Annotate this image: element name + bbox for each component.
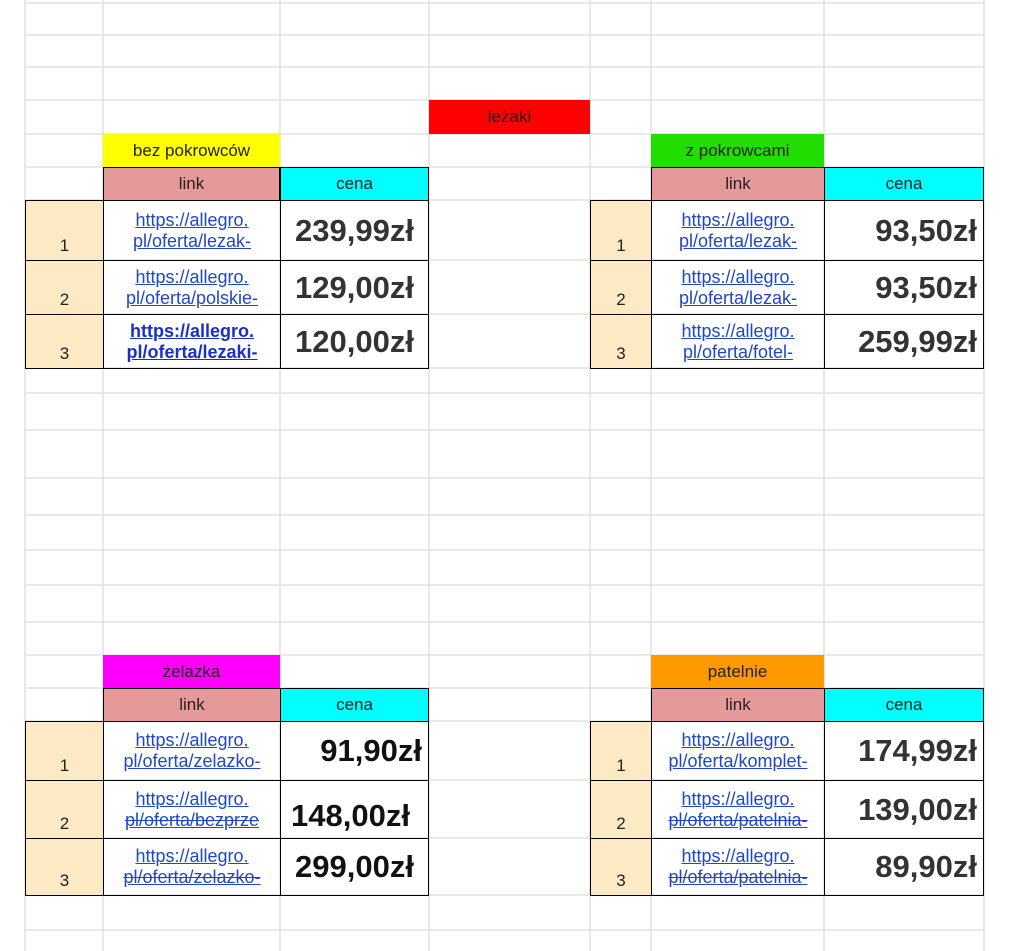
price-cell[interactable]: 91,90zł <box>280 721 429 781</box>
offer-link[interactable]: https://allegro. pl/oferta/bezprze <box>103 780 281 839</box>
link-line-2[interactable]: pl/oferta/zelazko- <box>123 867 261 887</box>
cena-column-header[interactable]: cena <box>824 167 984 201</box>
cena-column-header[interactable]: cena <box>280 167 429 201</box>
price-cell[interactable]: 89,90zł <box>824 838 984 896</box>
link-line-1[interactable]: https://allegro. <box>681 209 795 230</box>
row-number[interactable]: 3 <box>25 314 104 369</box>
row-number[interactable]: 1 <box>25 721 104 781</box>
price-cell[interactable]: 174,99zł <box>824 721 984 781</box>
price-cell[interactable]: 148,00zł <box>280 780 429 839</box>
link-column-header[interactable]: link <box>103 688 281 722</box>
link-line-2[interactable]: pl/oferta/bezprze <box>124 809 260 830</box>
link-line-1[interactable]: https://allegro. <box>135 209 249 230</box>
link-line-1[interactable]: https://allegro. <box>681 788 795 809</box>
offer-link[interactable]: https://allegro. pl/oferta/patelnia- <box>651 838 825 896</box>
link-line-2[interactable]: pl/oferta/lezak- <box>132 230 252 251</box>
main-title-lezaki[interactable]: leżaki <box>429 100 590 134</box>
link-line-2[interactable]: pl/oferta/zelazko- <box>123 751 261 771</box>
link-line-2[interactable]: pl/oferta/komplet- <box>668 751 808 771</box>
offer-link[interactable]: https://allegro. pl/oferta/lezaki- <box>103 314 281 369</box>
row-number[interactable]: 1 <box>25 200 104 261</box>
link-line-2[interactable]: pl/oferta/fotel- <box>682 341 794 362</box>
row-number[interactable]: 1 <box>590 200 652 261</box>
link-line-2[interactable]: pl/oferta/lezak- <box>678 287 798 308</box>
offer-link[interactable]: https://allegro. pl/oferta/lezak- <box>651 200 825 261</box>
offer-link[interactable]: https://allegro. pl/oferta/polskie- <box>103 260 281 315</box>
link-line-1[interactable]: https://allegro. <box>681 846 795 866</box>
link-line-1[interactable]: https://allegro. <box>135 846 249 866</box>
link-line-1[interactable]: https://allegro. <box>681 320 795 341</box>
link-line-2[interactable]: pl/oferta/polskie- <box>125 287 259 308</box>
row-number[interactable]: 2 <box>25 780 104 839</box>
link-column-header[interactable]: link <box>103 167 280 201</box>
link-line-2[interactable]: pl/oferta/patelnia- <box>668 809 808 830</box>
offer-link[interactable]: https://allegro. pl/oferta/komplet- <box>651 721 825 781</box>
row-number[interactable]: 2 <box>590 260 652 315</box>
offer-link[interactable]: https://allegro. pl/oferta/zelazko- <box>103 838 281 896</box>
price-cell[interactable]: 239,99zł <box>280 200 429 261</box>
link-line-1[interactable]: https://allegro. <box>135 266 249 287</box>
table-title-zelazka[interactable]: żelazka <box>103 655 280 688</box>
offer-link[interactable]: https://allegro. pl/oferta/lezak- <box>103 200 281 261</box>
offer-link[interactable]: https://allegro. pl/oferta/patelnia- <box>651 780 825 839</box>
price-cell[interactable]: 93,50zł <box>824 260 984 315</box>
price-cell[interactable]: 139,00zł <box>824 780 984 839</box>
link-line-1[interactable]: https://allegro. <box>129 320 254 341</box>
row-number[interactable]: 2 <box>590 780 652 839</box>
price-cell[interactable]: 299,00zł <box>280 838 429 896</box>
row-number[interactable]: 2 <box>25 260 104 315</box>
table-title-z-pokrowcami[interactable]: z pokrowcami <box>651 134 824 167</box>
cena-column-header[interactable]: cena <box>824 688 984 722</box>
link-line-1[interactable]: https://allegro. <box>681 730 795 750</box>
link-line-2[interactable]: pl/oferta/lezaki- <box>126 341 258 362</box>
link-column-header[interactable]: link <box>651 688 825 722</box>
link-line-1[interactable]: https://allegro. <box>135 730 249 750</box>
offer-link[interactable]: https://allegro. pl/oferta/fotel- <box>651 314 825 369</box>
price-cell[interactable]: 129,00zł <box>280 260 429 315</box>
table-title-bez-pokrowcow[interactable]: bez pokrowców <box>103 134 280 167</box>
row-number[interactable]: 3 <box>590 314 652 369</box>
link-column-header[interactable]: link <box>651 167 825 201</box>
link-line-1[interactable]: https://allegro. <box>681 266 795 287</box>
offer-link[interactable]: https://allegro. pl/oferta/lezak- <box>651 260 825 315</box>
row-number[interactable]: 1 <box>590 721 652 781</box>
link-line-1[interactable]: https://allegro. <box>135 788 249 809</box>
cena-column-header[interactable]: cena <box>280 688 429 722</box>
table-title-patelnie[interactable]: patelnie <box>651 655 824 688</box>
price-cell[interactable]: 120,00zł <box>280 314 429 369</box>
price-cell[interactable]: 93,50zł <box>824 200 984 261</box>
link-line-2[interactable]: pl/oferta/patelnia- <box>668 867 808 887</box>
link-line-2[interactable]: pl/oferta/lezak- <box>678 230 798 251</box>
price-cell[interactable]: 259,99zł <box>824 314 984 369</box>
row-number[interactable]: 3 <box>590 838 652 896</box>
row-number[interactable]: 3 <box>25 838 104 896</box>
offer-link[interactable]: https://allegro. pl/oferta/zelazko- <box>103 721 281 781</box>
